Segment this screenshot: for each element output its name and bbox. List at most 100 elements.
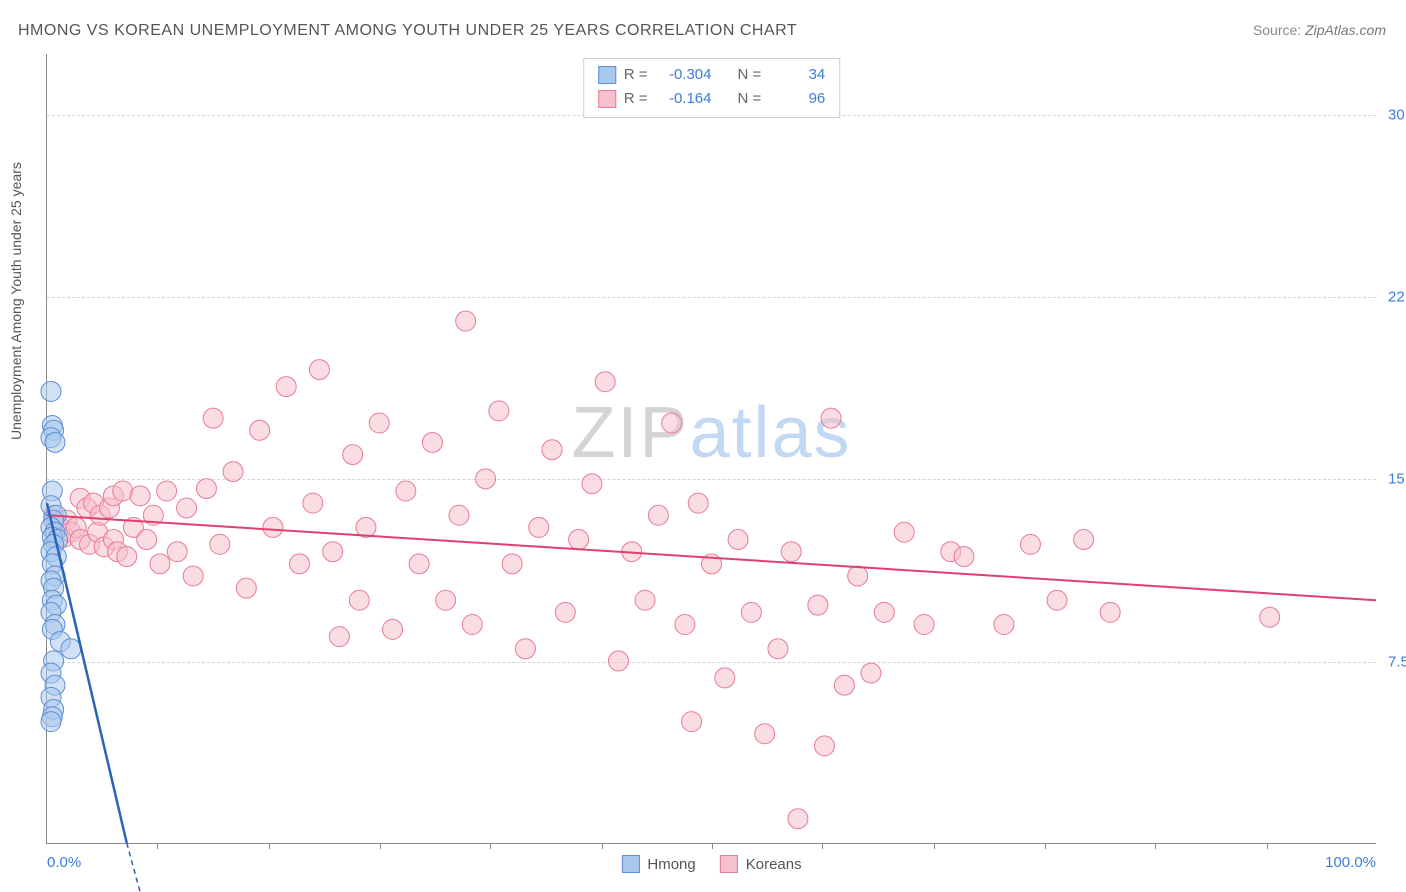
stats-swatch-hmong — [598, 66, 616, 84]
data-point — [728, 530, 748, 550]
data-point — [113, 481, 133, 501]
data-point — [436, 590, 456, 610]
x-tick — [712, 843, 713, 849]
chart-title: HMONG VS KOREAN UNEMPLOYMENT AMONG YOUTH… — [18, 22, 797, 40]
data-point — [715, 668, 735, 688]
x-tick — [157, 843, 158, 849]
data-point — [196, 479, 216, 499]
legend-item-hmong: Hmong — [621, 855, 695, 873]
data-point — [1020, 534, 1040, 554]
data-point — [369, 413, 389, 433]
data-point — [236, 578, 256, 598]
plot-svg — [47, 54, 1376, 843]
data-point — [41, 381, 61, 401]
data-point — [157, 481, 177, 501]
x-tick-label-min: 0.0% — [47, 854, 81, 871]
data-point — [755, 724, 775, 744]
source-label: Source: — [1253, 22, 1301, 38]
data-point — [635, 590, 655, 610]
data-point — [595, 372, 615, 392]
data-point — [409, 554, 429, 574]
data-point — [250, 420, 270, 440]
data-point — [1074, 530, 1094, 550]
data-point — [203, 408, 223, 428]
legend-item-koreans: Koreans — [720, 855, 802, 873]
data-point — [914, 615, 934, 635]
x-tick — [1267, 843, 1268, 849]
data-point — [476, 469, 496, 489]
data-point — [555, 602, 575, 622]
x-tick — [602, 843, 603, 849]
source-value: ZipAtlas.com — [1305, 22, 1386, 38]
data-point — [814, 736, 834, 756]
data-point — [290, 554, 310, 574]
data-point — [821, 408, 841, 428]
data-point — [1100, 602, 1120, 622]
data-point — [688, 493, 708, 513]
y-tick-label: 22.5% — [1380, 289, 1406, 306]
data-point — [449, 505, 469, 525]
data-point — [788, 809, 808, 829]
data-point — [781, 542, 801, 562]
data-point — [894, 522, 914, 542]
data-point — [569, 530, 589, 550]
data-point — [954, 547, 974, 567]
trend-line — [127, 843, 167, 892]
data-point — [489, 401, 509, 421]
legend-label-hmong: Hmong — [647, 856, 695, 873]
data-point — [329, 627, 349, 647]
data-point — [515, 639, 535, 659]
data-point — [808, 595, 828, 615]
legend-label-koreans: Koreans — [746, 856, 802, 873]
data-point — [834, 675, 854, 695]
data-point — [542, 440, 562, 460]
source-attribution: Source: ZipAtlas.com — [1253, 22, 1386, 38]
data-point — [276, 377, 296, 397]
data-point — [682, 712, 702, 732]
stats-n-label: N = — [738, 63, 762, 87]
y-axis-label: Unemployment Among Youth under 25 years — [8, 162, 24, 440]
data-point — [137, 530, 157, 550]
legend-swatch-koreans — [720, 855, 738, 873]
x-tick — [490, 843, 491, 849]
stats-box: R = -0.304 N = 34 R = -0.164 N = 96 — [583, 58, 841, 118]
x-tick — [269, 843, 270, 849]
data-point — [608, 651, 628, 671]
data-point — [183, 566, 203, 586]
data-point — [396, 481, 416, 501]
data-point — [768, 639, 788, 659]
data-point — [383, 619, 403, 639]
y-tick-label: 7.5% — [1380, 653, 1406, 670]
data-point — [529, 517, 549, 537]
stats-r-value-hmong: -0.304 — [656, 63, 712, 87]
data-point — [741, 602, 761, 622]
data-point — [874, 602, 894, 622]
data-point — [223, 462, 243, 482]
x-tick — [1155, 843, 1156, 849]
data-point — [662, 413, 682, 433]
data-point — [349, 590, 369, 610]
data-point — [150, 554, 170, 574]
data-point — [422, 432, 442, 452]
data-point — [861, 663, 881, 683]
x-tick-label-max: 100.0% — [1325, 854, 1376, 871]
chart-container: HMONG VS KOREAN UNEMPLOYMENT AMONG YOUTH… — [0, 0, 1406, 892]
data-point — [309, 360, 329, 380]
data-point — [343, 445, 363, 465]
data-point — [167, 542, 187, 562]
data-point — [130, 486, 150, 506]
data-point — [1047, 590, 1067, 610]
data-point — [41, 712, 61, 732]
data-point — [675, 615, 695, 635]
x-tick — [1045, 843, 1046, 849]
data-point — [210, 534, 230, 554]
stats-row-koreans: R = -0.164 N = 96 — [598, 87, 826, 111]
stats-r-label: R = — [624, 63, 648, 87]
y-tick-label: 30.0% — [1380, 106, 1406, 123]
stats-n-value-koreans: 96 — [769, 87, 825, 111]
stats-n-label: N = — [738, 87, 762, 111]
data-point — [303, 493, 323, 513]
data-point — [61, 639, 81, 659]
data-point — [502, 554, 522, 574]
y-tick-label: 15.0% — [1380, 471, 1406, 488]
